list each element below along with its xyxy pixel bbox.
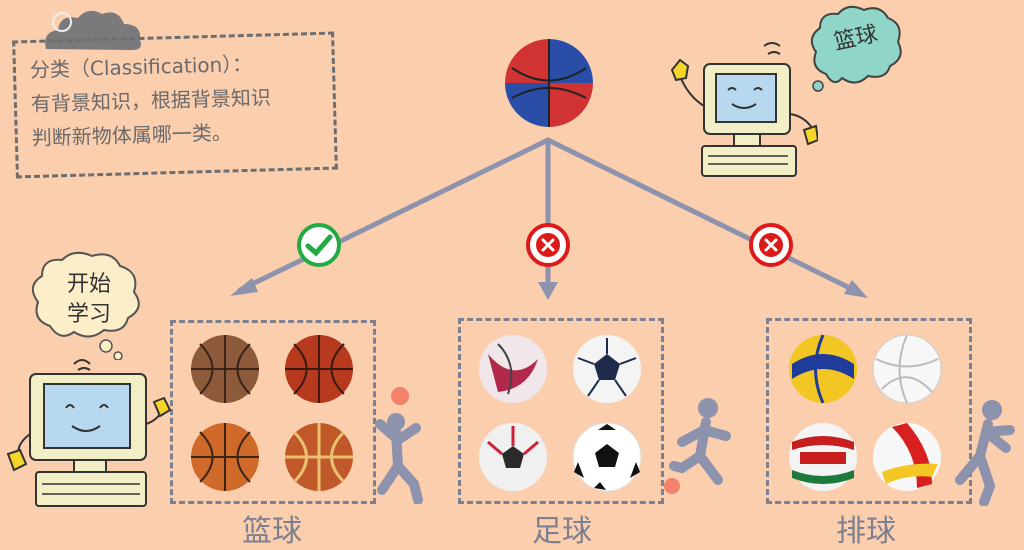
left-bubble-text: 开始 学习 — [44, 270, 134, 330]
left-bubble-line-1: 开始 — [66, 272, 111, 297]
football-player-icon — [664, 398, 731, 494]
basketball-group — [170, 320, 376, 504]
football-group — [458, 318, 664, 504]
cloud-decoration — [45, 10, 142, 50]
football-icon — [572, 422, 642, 492]
basketball-icon — [191, 423, 259, 491]
computer-mascot-left — [6, 359, 172, 507]
basketball-player-icon — [375, 387, 423, 504]
volleyball-player-icon — [955, 400, 1015, 506]
cross-icon-football — [526, 223, 570, 267]
football-icon — [479, 423, 547, 491]
volleyball-group — [766, 318, 972, 504]
basketball-icon — [191, 335, 259, 403]
label-football: 足球 — [532, 514, 592, 549]
label-volleyball: 排球 — [836, 514, 896, 549]
volleyball-icon — [872, 334, 942, 404]
label-basketball: 篮球 — [242, 514, 302, 549]
speech-cloud-top — [810, 5, 902, 84]
check-icon — [297, 223, 341, 267]
football-icon — [479, 335, 547, 403]
speech-cloud-left — [31, 251, 140, 360]
basketball-icon — [285, 335, 353, 403]
football-icon — [573, 335, 641, 403]
computer-mascot-top — [670, 42, 818, 177]
volleyball-icon — [789, 334, 857, 404]
basketball-icon — [285, 423, 353, 491]
left-bubble-line-2: 学习 — [66, 302, 111, 327]
volleyball-icon — [873, 423, 941, 491]
arrowhead-right-icon — [844, 280, 868, 298]
speech-tail-dots — [812, 80, 824, 92]
query-basketball-icon — [505, 39, 593, 127]
volleyball-icon — [789, 423, 857, 491]
arrowhead-middle-icon — [538, 282, 558, 300]
cross-icon-volleyball — [749, 223, 793, 267]
arrow-to-volleyball — [545, 137, 861, 295]
arrow-to-basketball — [237, 137, 551, 293]
arrowhead-left-icon — [230, 278, 258, 296]
